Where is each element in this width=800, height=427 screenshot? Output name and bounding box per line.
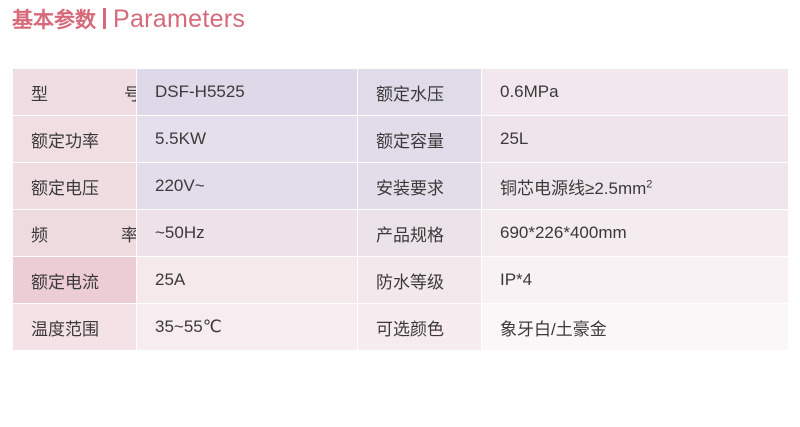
param-label-rated-current: 额定电流: [12, 256, 137, 304]
table-row: 型 号 DSF-H5525 额定水压 0.6MPa: [12, 68, 789, 116]
installation-requirement-exponent: 2: [646, 177, 653, 190]
table-row: 频 率 ~50Hz 产品规格 690*226*400mm: [12, 209, 789, 257]
page-title-cn: 基本参数: [12, 9, 96, 32]
param-label-product-dimensions: 产品规格: [357, 209, 482, 257]
param-value-waterproof-rating: IP*4: [481, 256, 789, 304]
parameters-table: 型 号 DSF-H5525 额定水压 0.6MPa 额定功率 5.5KW 额定容…: [12, 68, 789, 351]
param-value-rated-water-pressure: 0.6MPa: [481, 68, 789, 116]
table-row: 额定功率 5.5KW 额定容量 25L: [12, 115, 789, 163]
param-value-product-dimensions: 690*226*400mm: [481, 209, 789, 257]
param-value-temperature-range: 35~55℃: [136, 303, 358, 351]
param-value-rated-current: 25A: [136, 256, 358, 304]
param-value-optional-colors: 象牙白/土豪金: [481, 303, 789, 351]
param-value-frequency: ~50Hz: [136, 209, 358, 257]
param-label-model: 型 号: [12, 68, 137, 116]
parameters-table-wrapper: 型 号 DSF-H5525 额定水压 0.6MPa 额定功率 5.5KW 额定容…: [12, 68, 789, 351]
param-label-temperature-range: 温度范围: [12, 303, 137, 351]
table-row: 温度范围 35~55℃ 可选颜色 象牙白/土豪金: [12, 303, 789, 351]
param-value-rated-voltage: 220V~: [136, 162, 358, 210]
param-label-rated-water-pressure: 额定水压: [357, 68, 482, 116]
table-row: 额定电流 25A 防水等级 IP*4: [12, 256, 789, 304]
param-label-rated-voltage: 额定电压: [12, 162, 137, 210]
param-label-waterproof-rating: 防水等级: [357, 256, 482, 304]
installation-requirement-text: 铜芯电源线≥2.5mm: [500, 178, 647, 198]
title-separator-bar: [103, 8, 106, 29]
param-value-rated-power: 5.5KW: [136, 115, 358, 163]
param-label-installation-requirement: 安装要求: [357, 162, 482, 210]
param-label-optional-colors: 可选颜色: [357, 303, 482, 351]
table-row: 额定电压 220V~ 安装要求 铜芯电源线≥2.5mm2: [12, 162, 789, 210]
param-label-rated-capacity: 额定容量: [357, 115, 482, 163]
param-value-model: DSF-H5525: [136, 68, 358, 116]
param-label-frequency: 频 率: [12, 209, 137, 257]
param-value-rated-capacity: 25L: [481, 115, 789, 163]
page-title: 基本参数 Parameters: [12, 4, 245, 34]
page-title-en: Parameters: [113, 5, 246, 33]
param-label-rated-power: 额定功率: [12, 115, 137, 163]
param-value-installation-requirement: 铜芯电源线≥2.5mm2: [481, 162, 789, 210]
